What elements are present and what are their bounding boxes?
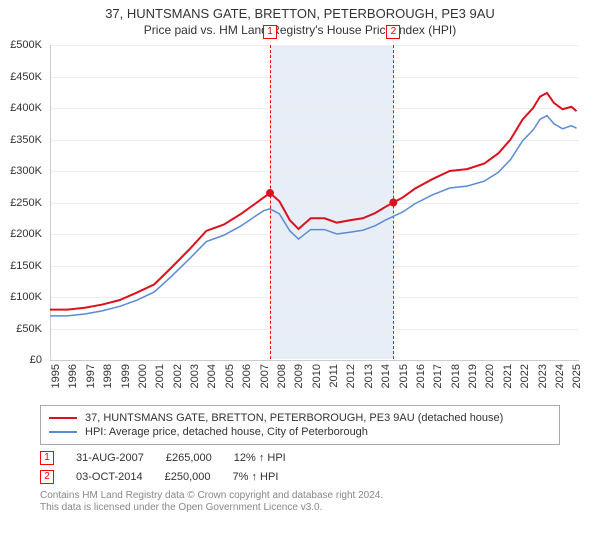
event-dot xyxy=(266,189,274,197)
event-marker-onchart: 2 xyxy=(386,25,400,39)
y-axis-label: £150K xyxy=(10,260,42,272)
credit-line-1: Contains HM Land Registry data © Crown c… xyxy=(40,490,560,501)
title-subtitle: Price paid vs. HM Land Registry's House … xyxy=(0,23,600,37)
legend: 37, HUNTSMANS GATE, BRETTON, PETERBOROUG… xyxy=(40,405,560,445)
event-price-1: £265,000 xyxy=(166,452,212,464)
event-row-2: 2 03-OCT-2014 £250,000 7% ↑ HPI xyxy=(40,470,560,484)
event-marker-1: 1 xyxy=(40,451,54,465)
series-svg xyxy=(50,45,580,360)
y-axis-label: £200K xyxy=(10,228,42,240)
series-line-hpi xyxy=(50,116,577,316)
credits: Contains HM Land Registry data © Crown c… xyxy=(40,490,560,513)
legend-item-hpi: HPI: Average price, detached house, City… xyxy=(49,426,551,438)
title-address: 37, HUNTSMANS GATE, BRETTON, PETERBOROUG… xyxy=(0,6,600,21)
event-delta-1: 12% ↑ HPI xyxy=(234,452,286,464)
y-axis-label: £250K xyxy=(10,197,42,209)
event-date-2: 03-OCT-2014 xyxy=(76,471,143,483)
event-date-1: 31-AUG-2007 xyxy=(76,452,144,464)
events-table: 1 31-AUG-2007 £265,000 12% ↑ HPI 2 03-OC… xyxy=(40,451,560,484)
legend-swatch-property xyxy=(49,417,77,419)
y-axis-label: £100K xyxy=(10,291,42,303)
legend-label-property: 37, HUNTSMANS GATE, BRETTON, PETERBOROUG… xyxy=(85,412,503,424)
y-axis-label: £350K xyxy=(10,134,42,146)
event-price-2: £250,000 xyxy=(165,471,211,483)
event-dot xyxy=(389,199,397,207)
y-axis-label: £500K xyxy=(10,39,42,51)
event-marker-onchart: 1 xyxy=(263,25,277,39)
y-axis-label: £400K xyxy=(10,102,42,114)
chart-container: 37, HUNTSMANS GATE, BRETTON, PETERBOROUG… xyxy=(0,0,600,513)
event-row-1: 1 31-AUG-2007 £265,000 12% ↑ HPI xyxy=(40,451,560,465)
legend-item-property: 37, HUNTSMANS GATE, BRETTON, PETERBOROUG… xyxy=(49,412,551,424)
credit-line-2: This data is licensed under the Open Gov… xyxy=(40,502,560,513)
event-marker-2: 2 xyxy=(40,470,54,484)
y-axis-label: £300K xyxy=(10,165,42,177)
plot-area-wrapper: £0 £50K £100K £150K £200K £250K £300K £350K £400… xyxy=(0,39,600,399)
titles: 37, HUNTSMANS GATE, BRETTON, PETERBOROUG… xyxy=(0,0,600,39)
legend-swatch-hpi xyxy=(49,431,77,433)
y-axis-label: £0 xyxy=(30,354,42,366)
legend-label-hpi: HPI: Average price, detached house, City… xyxy=(85,426,368,438)
event-delta-2: 7% ↑ HPI xyxy=(233,471,279,483)
plot-area: £0£50K£100K£150K£200K£250K£300K£350K£400… xyxy=(50,44,580,359)
y-axis-label: £450K xyxy=(10,71,42,83)
y-axis-label: £50K xyxy=(16,323,42,335)
series-line-property xyxy=(50,93,577,310)
y-gridline xyxy=(50,360,579,361)
